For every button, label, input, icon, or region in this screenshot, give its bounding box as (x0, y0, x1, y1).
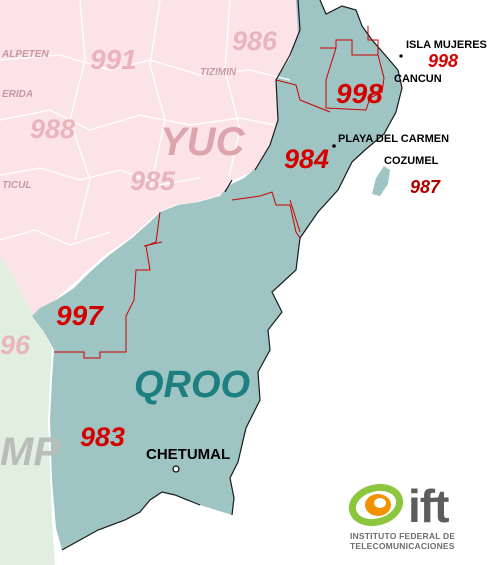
ift-name-line1: INSTITUTO FEDERAL DE (350, 531, 456, 541)
state-label-yuc: YUC (160, 120, 245, 164)
town-label-alpeten: ALPETEN (2, 49, 49, 60)
ift-wordmark: ift (408, 480, 449, 532)
playa-marker (332, 144, 336, 148)
area-code-987: 987 (410, 177, 441, 197)
city-label-cozumel: COZUMEL (384, 155, 439, 167)
area-code-988: 988 (30, 114, 76, 144)
area-code-985: 985 (130, 166, 176, 196)
area-code-997: 997 (56, 300, 103, 331)
area-code-996-fragment: 96 (0, 330, 31, 360)
area-code-991: 991 (90, 44, 137, 75)
city-label-cancun: CANCUN (394, 73, 442, 85)
isla-marker (399, 54, 403, 58)
city-label-isla-mujeres: ISLA MUJERES (406, 39, 487, 51)
area-code-983: 983 (80, 422, 126, 452)
town-label-erida: ERIDA (2, 89, 34, 100)
town-label-tizimin: TIZIMIN (200, 67, 237, 78)
campeche-region (0, 255, 55, 565)
quintana-roo-region (32, 0, 402, 550)
area-code-998-isla: 998 (428, 51, 459, 71)
town-label-ticul: TICUL (2, 180, 32, 191)
ift-logo: ift INSTITUTO FEDERAL DE TELECOMUNICACIO… (348, 477, 494, 551)
state-label-qroo: QROO (134, 364, 251, 406)
area-code-984: 984 (284, 144, 330, 174)
state-label-camp: MP (0, 430, 60, 474)
ift-emblem-icon (348, 483, 404, 527)
cozumel-island (372, 166, 390, 196)
city-label-playa-del-carmen: PLAYA DEL CARMEN (338, 133, 450, 145)
chetumal-marker (172, 465, 180, 473)
area-code-boundaries (54, 26, 385, 359)
area-code-998-cancun: 998 (336, 78, 383, 109)
municipal-lines (0, 0, 291, 246)
ift-name-line2: TELECOMUNICACIONES (350, 541, 455, 551)
city-label-chetumal: CHETUMAL (146, 446, 231, 463)
area-code-986: 986 (232, 26, 278, 56)
